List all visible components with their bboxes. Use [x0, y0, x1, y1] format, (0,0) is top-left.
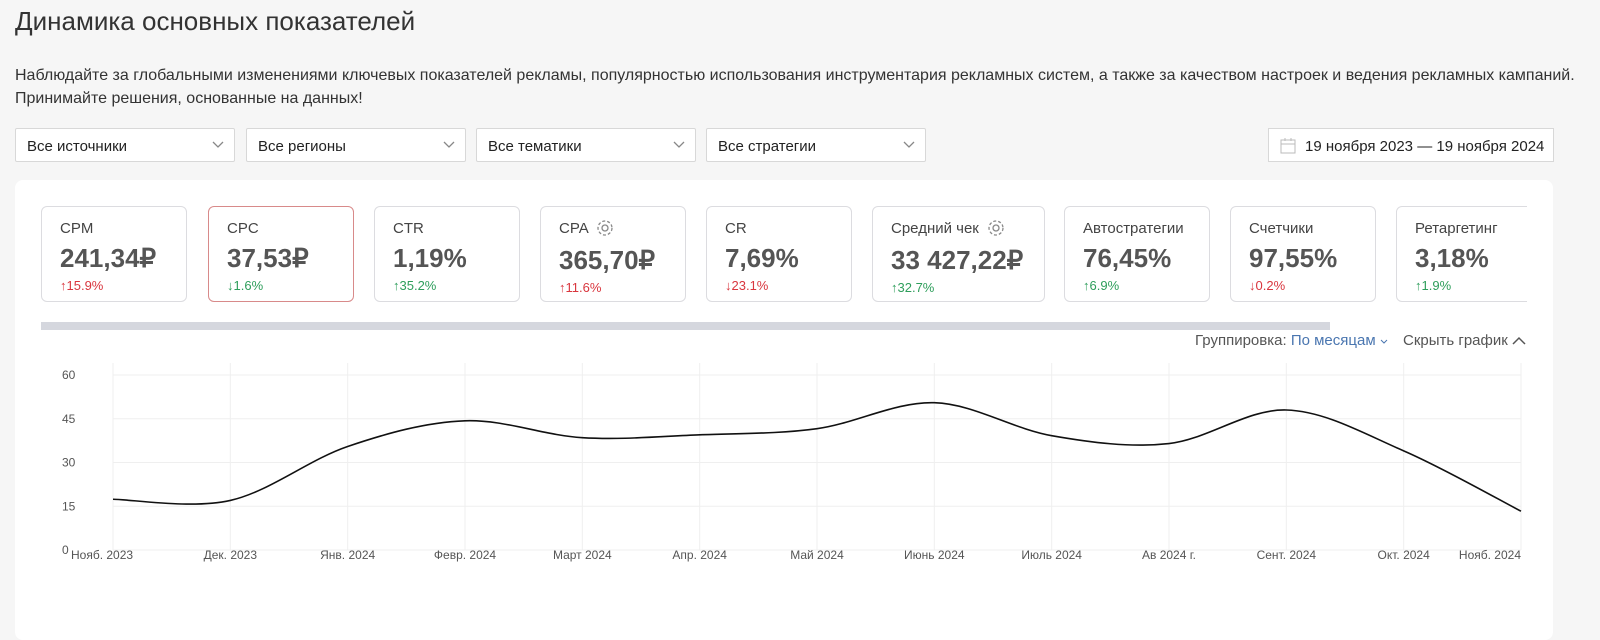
filter-dropdown[interactable]: Все источники [15, 128, 235, 162]
metric-change: ↑11.6% [559, 280, 602, 295]
metric-value: 97,55% [1249, 243, 1338, 273]
hide-chart-label: Скрыть график [1403, 332, 1508, 349]
metric-name: CPA [559, 220, 589, 237]
metric-name: CR [725, 220, 747, 237]
metric-value: 76,45% [1083, 243, 1172, 273]
metric-change: ↑15.9% [60, 278, 104, 293]
hide-chart[interactable]: Скрыть график [1403, 332, 1526, 349]
description: Наблюдайте за глобальными изменениями кл… [15, 67, 1575, 107]
gear-icon[interactable] [985, 217, 1007, 239]
metric-value: 241,34₽ [60, 243, 157, 273]
metric-card[interactable]: CPA 365,70₽ ↑11.6% [540, 206, 686, 302]
x-tick-label: Июль 2024 [1021, 548, 1082, 562]
y-tick-label: 60 [62, 368, 76, 382]
metric-change: ↑6.9% [1083, 278, 1120, 293]
metric-cards: CPM 241,34₽ ↑15.9% CPC 37,53₽ ↓1.6% CTR 1,19%… [41, 206, 1527, 304]
metric-value: 7,69% [725, 243, 799, 273]
filter-dropdown[interactable]: Все стратегии [706, 128, 926, 162]
metric-card[interactable]: Счетчики 97,55% ↓0.2% [1230, 206, 1376, 302]
metric-name: Автостратегии [1083, 220, 1184, 237]
filter-label: Все тематики [488, 138, 582, 155]
metric-card[interactable]: CPC 37,53₽ ↓1.6% [208, 206, 354, 302]
metric-card[interactable]: Средний чек 33 427,22₽ ↑32.7% [872, 206, 1045, 302]
filter-label: Все регионы [258, 138, 346, 155]
metric-value: 33 427,22₽ [891, 245, 1024, 275]
metric-change: ↑32.7% [891, 280, 935, 295]
metric-change: ↓23.1% [725, 278, 769, 293]
filter-dropdown[interactable]: Все тематики [476, 128, 696, 162]
metric-name: Средний чек [891, 220, 979, 237]
scrollbar[interactable] [41, 322, 1330, 330]
metric-name: Счетчики [1249, 220, 1314, 237]
page-title: Динамика основных показателей [15, 6, 416, 36]
x-tick-label: Сент. 2024 [1257, 548, 1317, 562]
grouping-label: Группировка: [1195, 332, 1287, 349]
line-chart: 0 15 30 45 60 Нояб. 2023 Дек. 2023 Янв. 2024 Фев… [62, 363, 1522, 562]
y-tick-label: 30 [62, 456, 76, 470]
metric-value: 1,19% [393, 243, 467, 273]
metric-change: ↑1.9% [1415, 278, 1452, 293]
x-tick-label: Нояб. 2023 [71, 548, 133, 562]
date-text: 19 ноября 2023 — 19 ноября 2024 [1305, 138, 1545, 155]
chevron [1380, 339, 1388, 344]
x-tick-label: Апр. 2024 [672, 548, 727, 562]
chevron [443, 141, 455, 148]
filter-dropdown[interactable]: Все регионы [246, 128, 466, 162]
metric-name: CTR [393, 220, 424, 237]
grouping-value: По месяцам [1290, 332, 1376, 349]
date-picker[interactable]: 19 ноября 2023 — 19 ноября 2024 [1268, 128, 1554, 162]
chevron [673, 141, 685, 148]
metric-card[interactable]: CPM 241,34₽ ↑15.9% [41, 206, 187, 302]
metric-card[interactable]: Автостратегии 76,45% ↑6.9% [1064, 206, 1210, 302]
metric-card[interactable]: CR 7,69% ↓23.1% [706, 206, 852, 302]
x-tick-label: Июнь 2024 [904, 548, 965, 562]
calendar-icon [1280, 138, 1296, 154]
metric-change: ↓1.6% [227, 278, 264, 293]
chevron-up [1512, 336, 1526, 345]
metric-change: ↑35.2% [393, 278, 437, 293]
data-line [112, 401, 1522, 512]
metric-change: ↓0.2% [1249, 278, 1286, 293]
filter-label: Все источники [27, 138, 128, 155]
x-tick-label: Ав 2024 г. [1142, 548, 1196, 562]
x-tick-label: Нояб. 2024 [1459, 548, 1521, 562]
x-tick-label: Дек. 2023 [204, 548, 258, 562]
grouping[interactable]: Группировка: По месяцам [1195, 332, 1388, 349]
y-tick-label: 45 [62, 412, 76, 426]
metric-value: 3,18% [1415, 243, 1489, 273]
metric-name: Ретаргетинг [1415, 220, 1498, 237]
chevron [212, 141, 224, 148]
gear-icon[interactable] [594, 217, 616, 239]
page: { "header": { "title": "Динамика основны… [15, 6, 1575, 562]
metric-name: CPC [227, 220, 259, 237]
metric-name: CPM [60, 220, 94, 237]
metric-card[interactable]: Ретаргетинг 3,18% ↑1.9% [1396, 206, 1527, 302]
chevron [903, 141, 915, 148]
metric-value: 365,70₽ [559, 245, 656, 275]
x-tick-label: Март 2024 [553, 548, 612, 562]
y-tick-label: 0 [62, 543, 69, 557]
filter-label: Все стратегии [718, 138, 817, 155]
x-tick-label: Май 2024 [790, 548, 844, 562]
y-tick-label: 15 [62, 499, 76, 513]
x-tick-label: Окт. 2024 [1378, 548, 1431, 562]
metric-value: 37,53₽ [227, 243, 309, 273]
x-tick-label: Февр. 2024 [434, 548, 497, 562]
x-tick-label: Янв. 2024 [320, 548, 375, 562]
metric-card[interactable]: CTR 1,19% ↑35.2% [374, 206, 520, 302]
